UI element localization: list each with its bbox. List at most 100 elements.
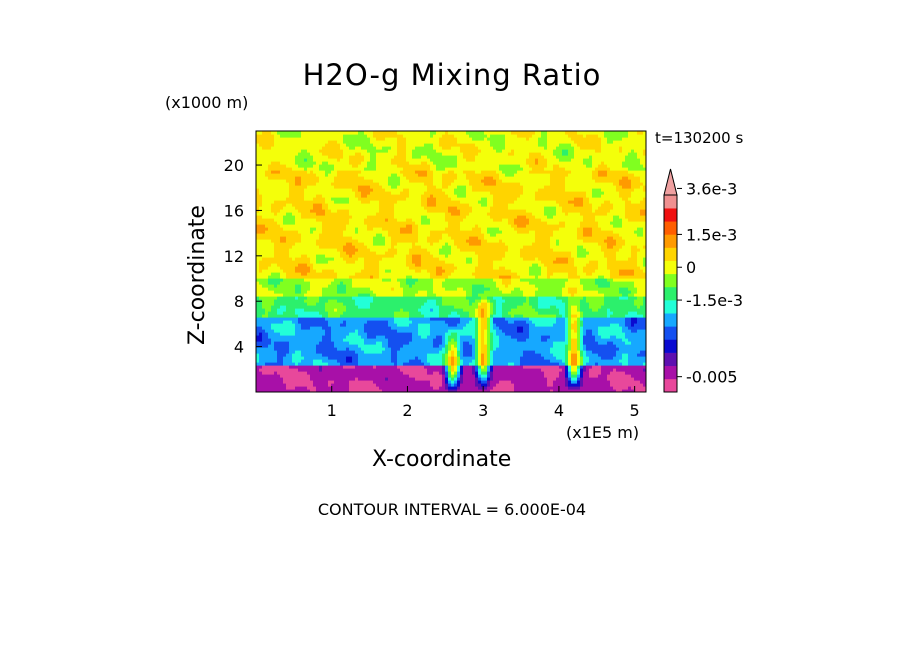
heatmap-cell <box>346 149 350 153</box>
heatmap-cell <box>319 353 323 357</box>
heatmap-cell <box>337 383 341 387</box>
heatmap-cell <box>406 338 410 342</box>
heatmap-cell <box>403 197 407 201</box>
heatmap-cell <box>277 236 281 240</box>
heatmap-cell <box>286 149 290 153</box>
heatmap-cell <box>391 203 395 207</box>
heatmap-cell <box>349 290 353 294</box>
heatmap-cell <box>349 230 353 234</box>
heatmap-cell <box>316 335 320 339</box>
heatmap-cell <box>310 362 314 366</box>
heatmap-cell <box>349 275 353 279</box>
heatmap-cell <box>301 221 305 225</box>
heatmap-cell <box>394 335 398 339</box>
heatmap-cell <box>325 365 329 369</box>
heatmap-cell <box>382 317 386 321</box>
heatmap-cell <box>391 362 395 366</box>
heatmap-cell <box>262 269 266 273</box>
heatmap-cell <box>406 299 410 303</box>
heatmap-cell <box>421 386 425 390</box>
heatmap-cell <box>322 230 326 234</box>
heatmap-cell <box>367 179 371 183</box>
heatmap-cell <box>295 347 299 351</box>
heatmap-cell <box>397 323 401 327</box>
heatmap-cell <box>274 212 278 216</box>
heatmap-cell <box>319 203 323 207</box>
heatmap-cell <box>262 194 266 198</box>
heatmap-cell <box>406 176 410 180</box>
heatmap-cell <box>421 230 425 234</box>
heatmap-cell <box>343 377 347 381</box>
heatmap-cell <box>373 248 377 252</box>
heatmap-cell <box>367 143 371 147</box>
heatmap-cell <box>367 131 371 135</box>
heatmap-cell <box>379 338 383 342</box>
heatmap-cell <box>301 140 305 144</box>
heatmap-cell <box>391 137 395 141</box>
heatmap-cell <box>331 272 335 276</box>
heatmap-cell <box>301 302 305 306</box>
heatmap-cell <box>352 362 356 366</box>
heatmap-cell <box>340 137 344 141</box>
heatmap-cell <box>292 200 296 204</box>
heatmap-cell <box>400 374 404 378</box>
heatmap-cell <box>349 170 353 174</box>
heatmap-cell <box>406 353 410 357</box>
heatmap-cell <box>322 383 326 387</box>
heatmap-cell <box>328 305 332 309</box>
heatmap-cell <box>286 341 290 345</box>
heatmap-cell <box>409 170 413 174</box>
heatmap-cell <box>418 344 422 348</box>
heatmap-cell <box>268 188 272 192</box>
heatmap-cell <box>334 308 338 312</box>
heatmap-cell <box>280 233 284 237</box>
heatmap-cell <box>385 200 389 204</box>
heatmap-cell <box>259 290 263 294</box>
heatmap-cell <box>412 140 416 144</box>
heatmap-cell <box>337 218 341 222</box>
heatmap-cell <box>268 131 272 135</box>
heatmap-cell <box>334 134 338 138</box>
heatmap-cell <box>355 185 359 189</box>
heatmap-cell <box>313 266 317 270</box>
heatmap-cell <box>286 131 290 135</box>
heatmap-cell <box>412 263 416 267</box>
heatmap-cell <box>328 266 332 270</box>
heatmap-cell <box>412 305 416 309</box>
heatmap-cell <box>388 236 392 240</box>
heatmap-cell <box>358 344 362 348</box>
heatmap-cell <box>280 239 284 243</box>
heatmap-cell <box>394 209 398 213</box>
heatmap-cell <box>373 308 377 312</box>
heatmap-cell <box>322 332 326 336</box>
heatmap-cell <box>268 230 272 234</box>
heatmap-cell <box>280 338 284 342</box>
heatmap-cell <box>298 200 302 204</box>
heatmap-cell <box>259 344 263 348</box>
heatmap-cell <box>415 263 419 267</box>
heatmap-cell <box>322 140 326 144</box>
heatmap-cell <box>265 224 269 228</box>
heatmap-cell <box>265 236 269 240</box>
heatmap-cell <box>388 215 392 219</box>
heatmap-cell <box>292 143 296 147</box>
heatmap-cell <box>322 170 326 174</box>
heatmap-cell <box>325 251 329 255</box>
heatmap-cell <box>337 185 341 189</box>
heatmap-cell <box>364 215 368 219</box>
heatmap-cell <box>367 371 371 375</box>
heatmap-cell <box>316 386 320 390</box>
heatmap-cell <box>349 248 353 252</box>
heatmap-cell <box>364 182 368 186</box>
heatmap-cell <box>361 338 365 342</box>
heatmap-cell <box>385 317 389 321</box>
heatmap-cell <box>301 353 305 357</box>
heatmap-cell <box>424 317 428 321</box>
heatmap-cell <box>265 149 269 153</box>
heatmap-cell <box>331 227 335 231</box>
heatmap-cell <box>340 329 344 333</box>
heatmap-cell <box>322 278 326 282</box>
heatmap-cell <box>337 170 341 174</box>
heatmap-cell <box>349 377 353 381</box>
heatmap-cell <box>325 296 329 300</box>
